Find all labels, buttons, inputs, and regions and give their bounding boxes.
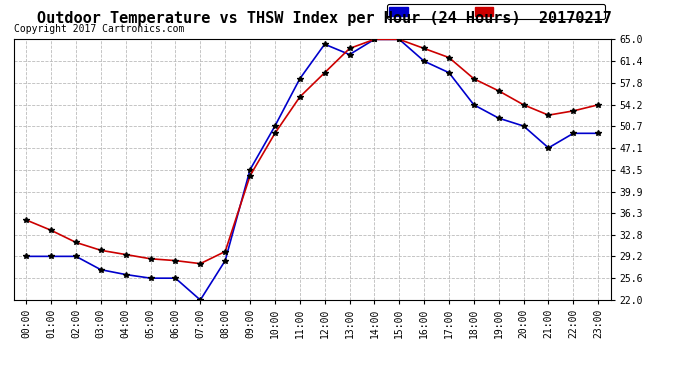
Legend: THSW  (°F), Temperature  (°F): THSW (°F), Temperature (°F) (386, 4, 605, 20)
Text: Outdoor Temperature vs THSW Index per Hour (24 Hours)  20170217: Outdoor Temperature vs THSW Index per Ho… (37, 11, 612, 26)
Text: Copyright 2017 Cartronics.com: Copyright 2017 Cartronics.com (14, 24, 184, 34)
